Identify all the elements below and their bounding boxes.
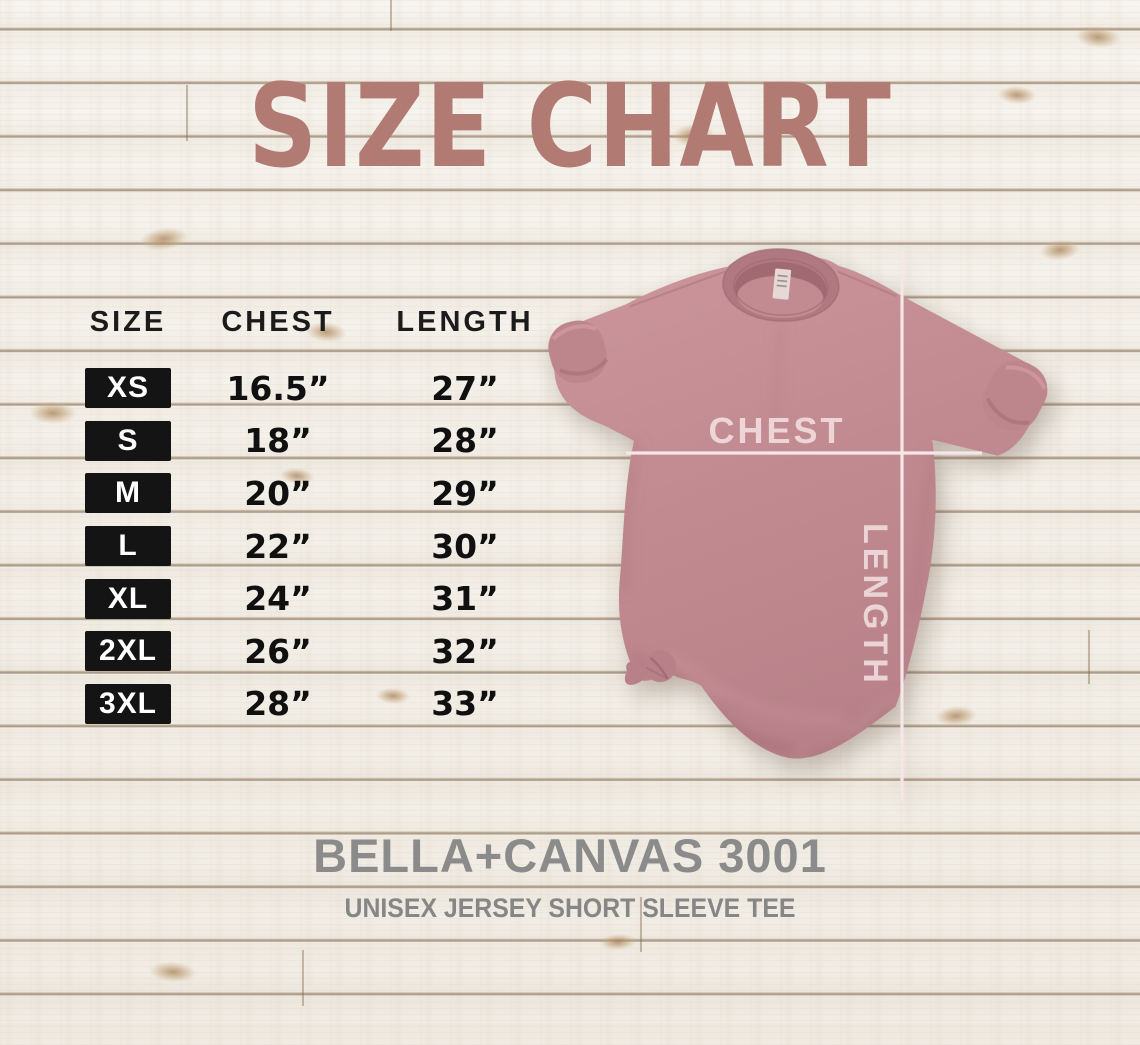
size-badge: L bbox=[85, 526, 171, 567]
brand-name: BELLA+CANVAS 3001 bbox=[313, 829, 827, 882]
size-badge: M bbox=[85, 473, 171, 514]
table-row: XL 24” 31” bbox=[85, 572, 545, 625]
header-chest: CHEST bbox=[221, 306, 335, 338]
table-row: XS 16.5” 27” bbox=[85, 362, 545, 415]
table-row: 3XL 28” 33” bbox=[85, 678, 545, 731]
shoulder-seam bbox=[837, 270, 897, 298]
right-cuff bbox=[982, 360, 1048, 431]
chest-value: 16.5” bbox=[226, 368, 330, 408]
wood-knot bbox=[1075, 24, 1121, 50]
header-size: SIZE bbox=[89, 306, 167, 338]
chest-value: 18” bbox=[244, 421, 312, 461]
length-value: 32” bbox=[431, 631, 499, 671]
wood-joint bbox=[1088, 630, 1090, 684]
size-badge: XL bbox=[85, 578, 171, 619]
neck-tag bbox=[772, 268, 792, 300]
length-value: 30” bbox=[431, 526, 499, 566]
table-row: 2XL 26” 32” bbox=[85, 625, 545, 678]
tshirt-photo: CHEST LENGTH bbox=[537, 244, 1048, 801]
chest-value: 22” bbox=[244, 526, 312, 566]
wood-joint bbox=[640, 897, 642, 952]
length-value: 33” bbox=[431, 684, 499, 724]
chest-value: 24” bbox=[244, 579, 312, 619]
size-badge: XS bbox=[85, 368, 171, 409]
page-title: SIZE CHART bbox=[248, 59, 892, 194]
length-value: 27” bbox=[431, 368, 499, 408]
measurement-guides: CHEST LENGTH bbox=[626, 251, 982, 801]
table-row: M 20” 29” bbox=[85, 467, 545, 520]
wood-knot bbox=[599, 933, 637, 951]
wood-joint bbox=[186, 85, 188, 141]
size-table-header: SIZE CHEST LENGTH bbox=[85, 306, 545, 339]
chest-value: 28” bbox=[244, 684, 312, 724]
table-row: L 22” 30” bbox=[85, 520, 545, 573]
wood-joint bbox=[390, 0, 392, 31]
chest-value: 20” bbox=[244, 473, 312, 513]
length-label: LENGTH bbox=[856, 523, 894, 687]
tshirt-body bbox=[537, 244, 1046, 769]
wood-knot bbox=[30, 402, 76, 424]
left-cuff bbox=[548, 320, 609, 384]
size-badge: S bbox=[85, 420, 171, 461]
table-row: S 18” 28” bbox=[85, 415, 545, 468]
shoulder-seam bbox=[629, 269, 728, 308]
length-value: 31” bbox=[431, 579, 499, 619]
chest-label: CHEST bbox=[708, 410, 845, 451]
wood-joint bbox=[302, 950, 304, 1006]
size-table: XS 16.5” 27” S 18” 28” M 20” 29” L 22” 3… bbox=[85, 362, 545, 730]
size-badge: 3XL bbox=[85, 683, 171, 724]
size-badge: 2XL bbox=[85, 631, 171, 672]
wood-knot bbox=[149, 960, 197, 984]
tshirt-graphic bbox=[537, 244, 1048, 769]
length-value: 28” bbox=[431, 421, 499, 461]
header-length: LENGTH bbox=[396, 306, 534, 338]
length-value: 29” bbox=[431, 473, 499, 513]
chest-value: 26” bbox=[244, 631, 312, 671]
hem-knot bbox=[625, 650, 677, 685]
wood-knot bbox=[138, 224, 190, 254]
product-subtitle: UNISEX JERSEY SHORT SLEEVE TEE bbox=[344, 893, 796, 923]
